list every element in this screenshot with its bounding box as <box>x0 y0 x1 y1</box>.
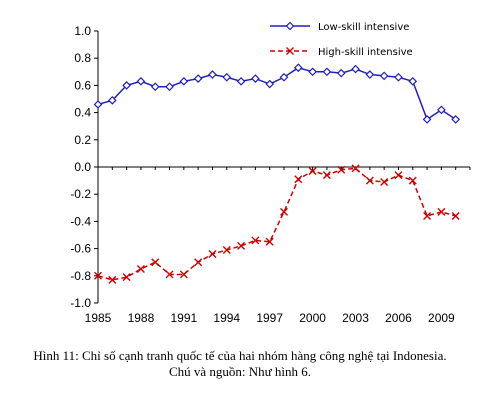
data-point <box>265 79 275 89</box>
data-point <box>194 258 203 267</box>
legend-label: High-skill intensive <box>318 47 413 58</box>
y-tick-label: 1.0 <box>74 24 91 38</box>
data-point <box>322 171 331 180</box>
data-point <box>280 207 288 216</box>
series-line <box>97 66 457 121</box>
axes: 1.00.80.60.40.20.0-0.2-0.4-0.6-0.8-1.019… <box>70 24 471 325</box>
data-point <box>179 270 188 279</box>
data-point <box>351 64 360 74</box>
data-point <box>337 165 346 174</box>
data-point <box>150 82 160 92</box>
data-point <box>93 100 103 109</box>
data-point <box>308 67 317 77</box>
data-point <box>380 177 389 186</box>
figure-source-note: Chú và nguồn: Như hình 6. <box>168 364 312 379</box>
data-point <box>222 245 231 254</box>
series-1 <box>94 164 460 284</box>
data-point <box>437 207 446 216</box>
y-tick-label: 0.8 <box>74 51 91 65</box>
data-point <box>94 271 102 280</box>
data-point <box>237 241 246 250</box>
data-point <box>451 211 460 220</box>
x-tick-label: 1985 <box>85 311 112 325</box>
data-point <box>151 258 160 267</box>
data-point <box>308 167 317 176</box>
data-point <box>394 72 403 82</box>
y-tick-label: -0.4 <box>70 214 91 228</box>
data-point <box>279 72 289 82</box>
legend-marker <box>286 47 294 55</box>
legend-marker <box>285 21 295 31</box>
data-point <box>365 176 374 185</box>
data-point <box>437 105 446 115</box>
data-point <box>379 71 389 81</box>
x-tick-label: 2003 <box>342 311 369 325</box>
y-tick-label: 0.6 <box>74 78 91 92</box>
legend: Low-skill intensive High-skill intensive <box>270 21 413 58</box>
x-tick-label: 1988 <box>128 311 155 325</box>
data-point <box>136 265 145 273</box>
x-tick-label: 2000 <box>299 311 326 325</box>
data-point <box>351 164 360 173</box>
y-tick-label: -0.6 <box>70 242 91 256</box>
data-point <box>122 273 131 282</box>
data-point <box>108 275 117 284</box>
data-point <box>265 237 274 246</box>
series-layer <box>93 63 461 284</box>
series-0 <box>93 63 461 124</box>
series-line <box>97 167 456 281</box>
data-point <box>408 176 417 185</box>
figure-caption: Hình 11: Chỉ số cạnh tranh quốc tế của h… <box>33 348 447 363</box>
x-tick-label: 1997 <box>256 311 283 325</box>
data-point <box>165 82 174 92</box>
x-tick-label: 1994 <box>213 311 240 325</box>
data-point <box>251 236 260 245</box>
x-tick-label: 1991 <box>170 311 197 325</box>
data-point <box>365 70 375 79</box>
data-point <box>322 67 332 77</box>
data-point <box>208 250 217 259</box>
data-point <box>193 74 203 83</box>
x-tick-label: 2009 <box>428 311 455 325</box>
data-point <box>394 171 403 180</box>
data-point <box>208 70 217 79</box>
y-tick-label: -1.0 <box>70 296 91 310</box>
data-point <box>236 76 246 86</box>
data-point <box>423 211 432 220</box>
data-point <box>107 96 117 105</box>
data-point <box>293 63 303 73</box>
data-point <box>136 76 146 86</box>
y-tick-label: 0.0 <box>74 160 91 174</box>
data-point <box>294 175 303 184</box>
data-point <box>251 74 260 83</box>
chart: 1.00.80.60.40.20.0-0.2-0.4-0.6-0.8-1.019… <box>70 21 471 325</box>
data-point <box>165 270 174 279</box>
data-point <box>336 68 346 78</box>
y-tick-label: -0.2 <box>70 187 91 201</box>
y-tick-label: 0.4 <box>74 106 91 120</box>
data-point <box>422 115 432 124</box>
y-tick-label: -0.8 <box>70 269 91 283</box>
data-point <box>451 115 461 124</box>
x-tick-label: 2006 <box>385 311 412 325</box>
data-point <box>222 72 232 82</box>
data-point <box>408 76 418 86</box>
data-point <box>179 76 189 86</box>
y-tick-label: 0.2 <box>74 133 91 147</box>
legend-label: Low-skill intensive <box>318 22 409 33</box>
data-point <box>122 81 131 90</box>
